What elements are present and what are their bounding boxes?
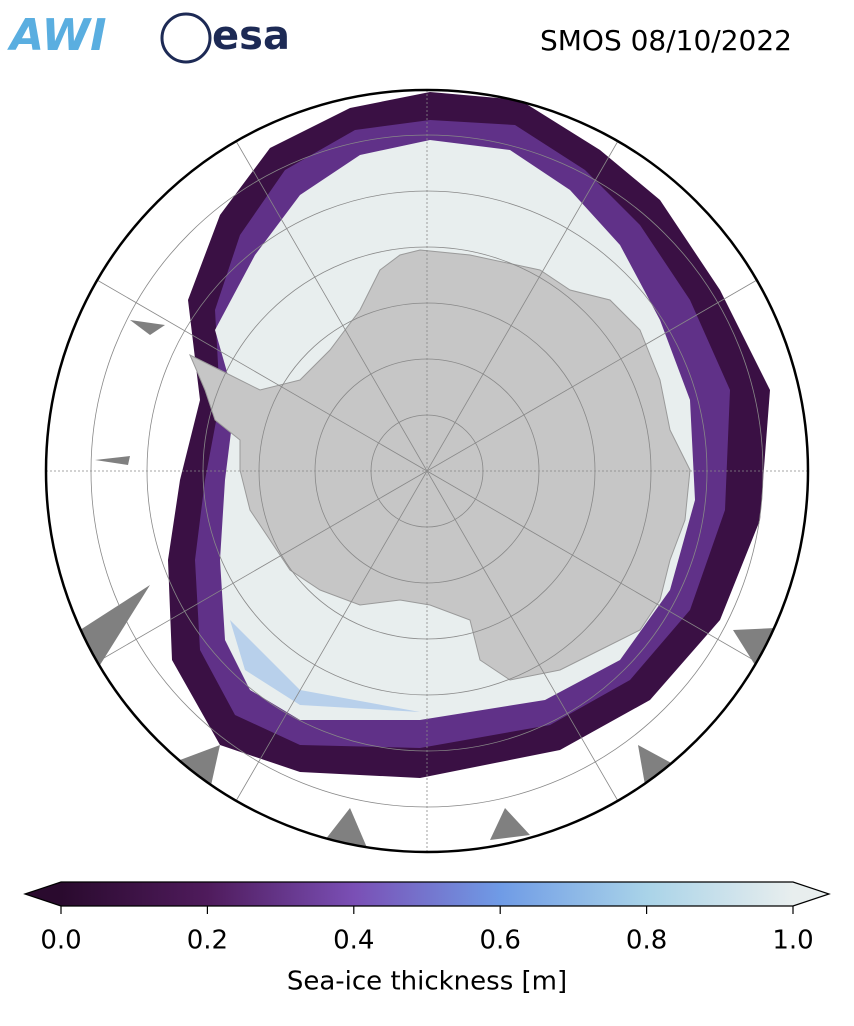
tick-label: 0.2 — [187, 926, 228, 956]
esa-emblem — [160, 12, 212, 64]
tick-label: 0.8 — [626, 926, 667, 956]
colorbar-label: Sea-ice thickness [m] — [287, 967, 567, 997]
colorbar-ramp — [61, 882, 793, 906]
esa-logo: esa — [212, 13, 290, 59]
tick-label: 0.0 — [40, 926, 81, 956]
map-frame — [44, 88, 810, 854]
colorbar: Sea-ice thickness [m] 0.0 0.2 0.4 0.6 0.8 1.0 — [23, 881, 831, 997]
logos: AWI esa — [7, 10, 290, 64]
tick-label: 0.4 — [333, 926, 374, 956]
map — [46, 90, 808, 852]
under-extension — [25, 882, 61, 906]
awi-logo: AWI — [7, 10, 107, 61]
tick-label: 0.6 — [480, 926, 521, 956]
tick-label: 1.0 — [772, 926, 813, 956]
title: SMOS 08/10/2022 — [540, 24, 792, 57]
over-extension — [793, 882, 829, 906]
